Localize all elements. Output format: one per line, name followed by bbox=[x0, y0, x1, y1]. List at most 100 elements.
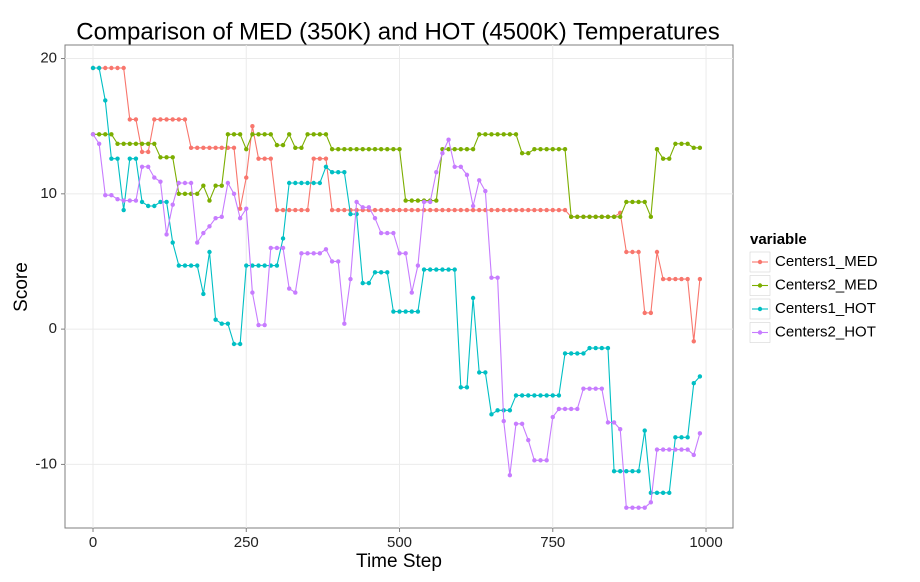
series-line bbox=[92, 133, 701, 509]
data-point bbox=[127, 156, 132, 161]
data-point bbox=[139, 149, 145, 155]
data-point bbox=[440, 267, 445, 272]
data-point bbox=[618, 427, 623, 432]
data-point bbox=[526, 437, 531, 443]
data-point bbox=[618, 214, 623, 220]
data-point bbox=[372, 270, 378, 275]
data-point bbox=[133, 198, 139, 203]
data-point bbox=[458, 385, 464, 390]
data-point bbox=[415, 309, 421, 314]
data-point bbox=[452, 164, 457, 169]
data-point bbox=[262, 322, 267, 328]
data-point bbox=[446, 267, 451, 272]
data-point bbox=[575, 214, 580, 220]
data-point bbox=[667, 156, 672, 161]
data-point bbox=[219, 214, 224, 220]
data-point bbox=[348, 146, 353, 152]
data-point bbox=[103, 132, 108, 137]
data-point bbox=[127, 117, 132, 122]
data-point bbox=[648, 214, 654, 220]
data-point bbox=[256, 322, 261, 328]
data-point bbox=[532, 393, 537, 398]
data-point bbox=[611, 214, 617, 220]
data-point bbox=[329, 169, 335, 175]
data-point bbox=[495, 408, 500, 413]
legend-label: Centers1_HOT bbox=[775, 300, 876, 317]
data-point bbox=[624, 468, 629, 474]
data-point bbox=[697, 431, 703, 436]
data-point bbox=[299, 251, 304, 256]
data-point bbox=[636, 199, 641, 205]
data-point bbox=[378, 270, 384, 275]
data-point bbox=[581, 351, 586, 356]
data-point bbox=[90, 132, 96, 137]
data-point bbox=[501, 132, 506, 137]
data-point bbox=[372, 146, 378, 152]
data-point bbox=[673, 447, 678, 452]
data-point bbox=[477, 178, 482, 183]
data-point bbox=[654, 490, 660, 496]
data-point bbox=[556, 146, 562, 152]
data-point bbox=[201, 230, 206, 236]
data-point bbox=[673, 276, 678, 282]
data-point bbox=[550, 414, 555, 420]
data-point bbox=[164, 117, 169, 122]
x-axis-label: Time Step bbox=[356, 551, 442, 572]
data-point bbox=[685, 141, 690, 146]
data-point bbox=[618, 468, 623, 474]
data-point bbox=[103, 65, 108, 71]
data-point bbox=[501, 207, 506, 213]
data-point bbox=[624, 249, 629, 255]
data-point bbox=[415, 207, 421, 213]
legend-key-point bbox=[757, 259, 763, 265]
data-point bbox=[507, 473, 513, 478]
data-point bbox=[103, 98, 108, 103]
data-point bbox=[201, 145, 206, 151]
data-point bbox=[556, 207, 562, 213]
data-point bbox=[213, 317, 218, 322]
data-point bbox=[581, 386, 586, 391]
data-point bbox=[489, 207, 494, 213]
data-point bbox=[96, 132, 102, 137]
legend-key-point bbox=[757, 306, 763, 312]
data-point bbox=[115, 65, 120, 71]
data-point bbox=[532, 458, 537, 463]
data-point bbox=[274, 142, 280, 148]
data-point bbox=[507, 132, 513, 137]
data-point bbox=[170, 117, 175, 122]
data-point bbox=[158, 155, 163, 160]
data-point bbox=[250, 263, 255, 268]
data-point bbox=[538, 393, 543, 398]
data-point bbox=[280, 236, 286, 241]
data-point bbox=[562, 146, 568, 152]
data-point bbox=[507, 207, 513, 213]
data-point bbox=[409, 309, 414, 314]
data-point bbox=[182, 117, 188, 122]
data-point bbox=[225, 321, 231, 326]
data-point bbox=[250, 123, 255, 129]
data-point bbox=[562, 351, 568, 356]
data-point bbox=[139, 199, 145, 205]
data-point bbox=[581, 214, 586, 220]
data-point bbox=[434, 267, 439, 272]
data-point bbox=[317, 132, 323, 137]
data-point bbox=[446, 207, 451, 213]
data-point bbox=[244, 263, 249, 268]
data-point bbox=[691, 339, 696, 344]
data-point bbox=[391, 230, 396, 236]
data-point bbox=[605, 214, 611, 220]
data-point bbox=[526, 151, 531, 156]
data-point bbox=[164, 232, 169, 237]
data-point bbox=[372, 215, 378, 221]
data-point bbox=[237, 206, 243, 211]
data-point bbox=[274, 207, 280, 213]
data-point bbox=[421, 199, 427, 205]
data-point bbox=[691, 381, 696, 386]
data-point bbox=[90, 65, 96, 71]
data-point bbox=[299, 207, 304, 213]
data-point bbox=[470, 146, 476, 152]
data-point bbox=[133, 156, 139, 161]
data-point bbox=[483, 132, 488, 137]
data-point bbox=[317, 180, 323, 186]
